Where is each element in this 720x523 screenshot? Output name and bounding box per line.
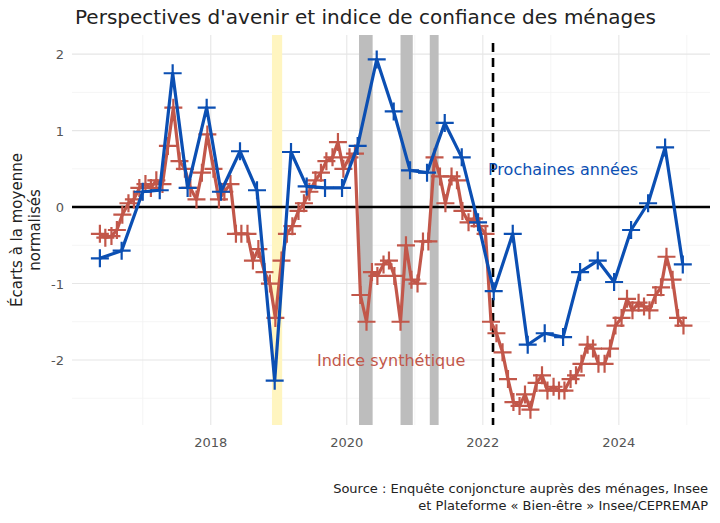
y-tick-label: -1 <box>51 277 64 292</box>
series <box>91 50 692 389</box>
x-tick-label: 2024 <box>602 435 635 450</box>
marker <box>519 336 537 354</box>
title: Perspectives d'avenir et indice de confi… <box>75 5 656 29</box>
minor-grid-x <box>550 35 551 425</box>
marker <box>639 194 657 212</box>
y-axis-label-line: normalisés <box>26 189 44 271</box>
marker <box>368 50 386 68</box>
marker <box>179 179 197 197</box>
minor-grid-x <box>686 35 687 425</box>
reference-line <box>72 206 710 209</box>
marker <box>187 190 205 208</box>
marker <box>248 181 266 199</box>
background <box>0 0 720 523</box>
marker <box>409 275 427 293</box>
data <box>91 50 693 418</box>
marker <box>571 263 589 281</box>
marker <box>436 114 454 132</box>
source: Source : Enquête conjoncture auprès des … <box>333 481 708 496</box>
marker <box>204 160 222 178</box>
y-axis-label-line: Écarts à la moyenne <box>7 153 26 307</box>
marker <box>504 225 522 243</box>
marker <box>298 177 316 195</box>
grid-x <box>210 35 211 425</box>
marker <box>487 324 505 342</box>
series-line <box>100 108 684 410</box>
marker <box>91 249 109 267</box>
y-tick-label: -2 <box>51 353 64 368</box>
marker <box>238 225 256 243</box>
marker <box>349 137 367 155</box>
y-tick-label: 2 <box>56 47 64 62</box>
y-tick-label: 0 <box>56 200 64 215</box>
marker <box>453 148 471 166</box>
minor-grid-y <box>72 245 710 246</box>
marker <box>436 194 454 212</box>
marker <box>622 221 640 239</box>
marker <box>572 355 590 373</box>
marker <box>397 236 415 254</box>
marker <box>554 328 572 346</box>
marker <box>664 271 682 289</box>
minor-grid-y <box>72 321 710 322</box>
marker <box>159 137 177 155</box>
marker <box>151 181 169 199</box>
marker <box>198 99 216 117</box>
marker <box>494 343 512 361</box>
marker <box>448 171 466 189</box>
series-line <box>100 59 683 380</box>
marker <box>329 133 347 151</box>
marker <box>401 161 419 179</box>
marker <box>419 232 437 250</box>
marker <box>657 248 675 266</box>
x-tick-label: 2022 <box>466 435 499 450</box>
marker <box>333 179 351 197</box>
grid <box>72 35 710 425</box>
chart-svg: Perspectives d'avenir et indice de confi… <box>0 0 720 523</box>
marker <box>656 138 674 156</box>
grid-x <box>618 35 619 425</box>
marker <box>358 313 376 331</box>
marker <box>385 102 403 120</box>
marker <box>589 252 607 270</box>
y-tick-label: 1 <box>56 124 64 139</box>
marker <box>212 183 230 201</box>
marker <box>164 64 182 82</box>
minor-grid-x <box>142 35 143 425</box>
y-axis-label: Écarts à la moyennenormalisés <box>7 153 44 307</box>
grid-y <box>72 54 710 55</box>
marker <box>392 313 410 331</box>
marker <box>282 143 300 161</box>
marker <box>193 164 211 182</box>
marker <box>351 286 369 304</box>
marker <box>536 324 554 342</box>
marker <box>316 179 334 197</box>
marker <box>601 340 619 358</box>
marker <box>385 267 403 285</box>
marker <box>674 255 692 273</box>
x-tick-label: 2018 <box>194 435 227 450</box>
series-label: Prochaines années <box>488 160 638 179</box>
marker <box>134 183 152 201</box>
marker <box>499 370 517 388</box>
marker <box>613 309 631 327</box>
minor-grid-y <box>72 92 710 93</box>
marker <box>231 142 249 160</box>
marker <box>266 372 284 390</box>
marker <box>605 273 623 291</box>
marker <box>674 317 692 335</box>
marker <box>652 278 670 296</box>
marker <box>469 213 487 231</box>
marker <box>485 282 503 300</box>
minor-grid-y <box>72 398 710 399</box>
series-label: Indice synthétique <box>317 351 465 370</box>
grid-y <box>72 207 710 208</box>
marker <box>113 242 131 260</box>
marker <box>521 401 539 419</box>
source: et Plateforme « Bien-être » Insee/CEPREM… <box>418 498 708 513</box>
marker <box>418 164 436 182</box>
chart-container: Perspectives d'avenir et indice de confi… <box>0 0 720 523</box>
x-tick-label: 2020 <box>330 435 363 450</box>
